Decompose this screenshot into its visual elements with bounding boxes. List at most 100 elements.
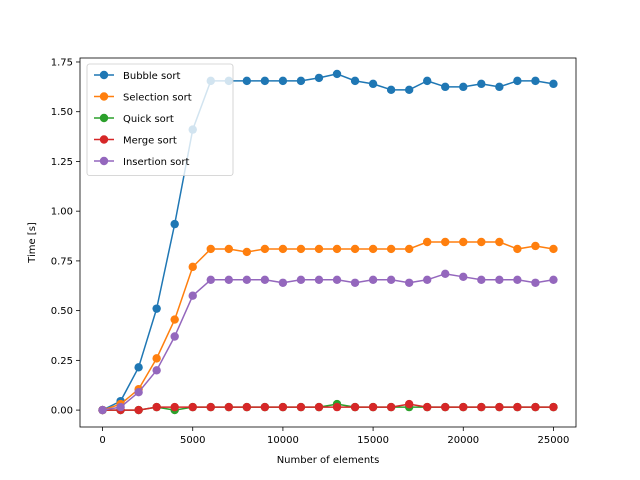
legend-marker (99, 113, 109, 123)
data-point (188, 402, 197, 412)
data-point (386, 402, 396, 412)
data-point (423, 237, 432, 247)
data-point (368, 402, 378, 412)
y-tick-label: 0.25 (51, 356, 73, 367)
data-point (314, 275, 324, 284)
data-point (260, 402, 270, 412)
data-point (549, 79, 558, 89)
data-point (314, 402, 324, 412)
data-point (188, 262, 197, 272)
legend-marker (99, 92, 109, 101)
data-point (531, 278, 540, 287)
data-point (441, 82, 450, 92)
data-point (495, 275, 504, 284)
data-point (386, 244, 396, 254)
y-tick-label: 1.50 (51, 107, 73, 118)
legend-item: Selection sort (94, 92, 192, 104)
data-point (513, 402, 522, 412)
legend-label: Bubble sort (123, 71, 180, 82)
data-point (170, 402, 179, 412)
legend: Bubble sort Selection sort Quick sort Merge… (86, 63, 234, 176)
data-point (152, 366, 161, 375)
data-point (386, 275, 396, 284)
data-point (459, 82, 468, 92)
data-point (242, 247, 252, 257)
y-tick-label: 0.75 (51, 256, 73, 267)
data-point (188, 291, 197, 300)
data-point (260, 76, 270, 86)
data-point (206, 402, 215, 412)
data-point (224, 402, 233, 412)
legend-item: Quick sort (94, 113, 174, 125)
data-point (350, 244, 360, 254)
legend-label: Insertion sort (123, 157, 190, 168)
y-tick-label: 1.75 (51, 57, 73, 68)
legend-box (86, 63, 234, 176)
data-point (278, 76, 288, 86)
data-point (368, 244, 378, 254)
data-point (513, 244, 522, 254)
data-point (296, 76, 306, 86)
data-point (549, 275, 558, 284)
legend-item: Bubble sort (94, 70, 180, 82)
data-point (441, 237, 450, 247)
data-point (242, 402, 252, 412)
data-point (332, 69, 342, 79)
data-point (404, 244, 414, 254)
data-point (459, 272, 468, 282)
data-point (404, 278, 414, 287)
data-point (242, 76, 252, 86)
legend-marker (99, 156, 109, 166)
data-point (386, 85, 396, 95)
data-point (260, 275, 270, 284)
data-point (350, 76, 360, 86)
data-point (98, 405, 107, 415)
x-tick-label: 25000 (538, 435, 570, 446)
data-point (531, 76, 540, 86)
legend-marker (99, 70, 109, 80)
data-point (314, 73, 324, 83)
data-point (152, 402, 161, 412)
data-point (170, 332, 179, 341)
data-point (441, 402, 450, 412)
data-point (332, 275, 342, 284)
data-point (332, 244, 342, 254)
data-point (260, 244, 270, 254)
data-point (423, 275, 432, 284)
legend-label: Quick sort (123, 114, 174, 125)
data-point (278, 402, 288, 412)
data-point (242, 275, 252, 284)
data-point (477, 237, 486, 247)
y-axis-label: Time [s] (27, 222, 38, 264)
data-point (296, 275, 306, 284)
data-point (423, 402, 432, 412)
y-tick-label: 0.50 (51, 306, 73, 317)
data-point (423, 76, 432, 86)
data-point (134, 387, 143, 397)
data-point (368, 275, 378, 284)
data-point (134, 363, 143, 372)
data-point (531, 241, 540, 251)
data-point (404, 399, 414, 409)
data-point (152, 354, 161, 363)
data-point (368, 79, 378, 89)
data-point (170, 315, 179, 324)
data-point (296, 402, 306, 412)
data-point (206, 275, 215, 284)
data-point (495, 82, 504, 92)
legend-marker (99, 135, 109, 144)
legend-item: Merge sort (94, 135, 177, 147)
data-point (404, 85, 414, 95)
x-tick-label: 5000 (180, 435, 205, 446)
legend-label: Merge sort (123, 136, 177, 147)
data-point (332, 402, 342, 412)
data-point (495, 402, 504, 412)
legend-label: Selection sort (123, 93, 192, 104)
y-tick-label: 1.25 (51, 157, 73, 168)
data-point (224, 275, 233, 284)
data-point (116, 402, 125, 412)
y-tick-label: 0.00 (51, 406, 73, 417)
y-tick-label: 1.00 (51, 207, 73, 218)
data-point (278, 244, 288, 254)
